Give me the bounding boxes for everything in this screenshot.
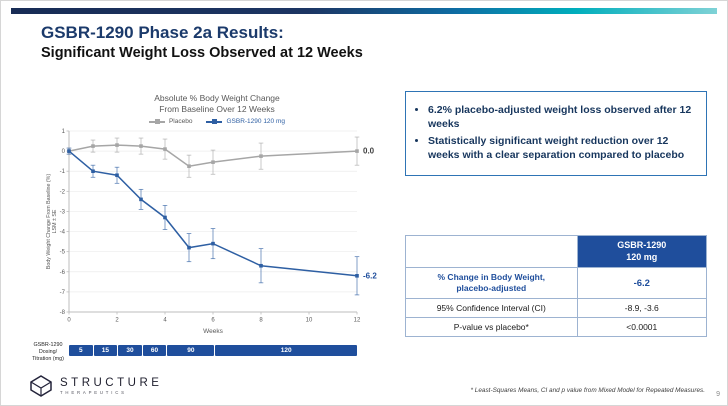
- svg-text:-1: -1: [60, 169, 66, 175]
- svg-text:10: 10: [306, 318, 313, 324]
- svg-text:Weeks: Weeks: [203, 328, 223, 335]
- svg-text:8: 8: [259, 318, 263, 324]
- svg-text:-6.2: -6.2: [363, 271, 377, 280]
- table-row: % Change in Body Weight, placebo-adjuste…: [405, 267, 708, 299]
- table-header-row: GSBR-1290 120 mg: [405, 234, 708, 269]
- page-number: 9: [716, 391, 720, 398]
- dosing-row: GSBR-1290 Dosing/ Titration (mg) 5 15 30 60…: [32, 342, 391, 362]
- table-header-line1: GSBR-1290: [617, 240, 667, 250]
- svg-text:-2: -2: [60, 189, 66, 195]
- svg-text:1: 1: [62, 129, 66, 135]
- table-header-blank-cell: [405, 234, 578, 269]
- legend-label-gsbr: GSBR-1290 120 mg: [226, 118, 286, 126]
- table-row-label: 95% Confidence Interval (CI): [405, 297, 578, 318]
- svg-text:6: 6: [211, 318, 215, 324]
- chart-legend: Placebo GSBR-1290 120 mg: [43, 118, 391, 125]
- key-points-list: 6.2% placebo-adjusted weight loss observ…: [412, 104, 696, 163]
- legend-item-gsbr: GSBR-1290 120 mg: [206, 118, 285, 125]
- svg-text:0.0: 0.0: [363, 147, 375, 156]
- logo-text: STRUCTURE THERAPEUTICS: [60, 377, 162, 395]
- dose-segment: 30: [118, 345, 142, 357]
- table-row-value: -6.2: [576, 267, 708, 299]
- svg-text:2: 2: [115, 318, 119, 324]
- top-accent-bar: [11, 8, 717, 14]
- dose-segment: 120: [215, 345, 357, 357]
- table-row-label: % Change in Body Weight, placebo-adjuste…: [405, 267, 578, 299]
- svg-text:-7: -7: [60, 290, 66, 296]
- table-row-label: P-value vs placebo*: [405, 316, 578, 337]
- company-logo: STRUCTURE THERAPEUTICS: [29, 374, 162, 398]
- svg-text:0: 0: [62, 149, 66, 155]
- dose-segment: 15: [93, 345, 118, 357]
- svg-text:Body Weight Change From Baseli: Body Weight Change From Baseline (%)LSM …: [46, 174, 58, 270]
- logo-name: STRUCTURE: [60, 377, 163, 389]
- gsbr-line-marker-icon: [206, 119, 223, 125]
- legend-label-placebo: Placebo: [168, 118, 193, 126]
- svg-text:-5: -5: [60, 250, 66, 256]
- svg-text:4: 4: [163, 318, 167, 324]
- svg-text:-8: -8: [60, 310, 66, 316]
- svg-text:0: 0: [67, 318, 71, 324]
- dosing-label: GSBR-1290 Dosing/ Titration (mg): [32, 342, 64, 362]
- table-row: P-value vs placebo* <0.0001: [405, 316, 708, 337]
- svg-text:-6: -6: [60, 270, 66, 276]
- slide-subtitle: Significant Weight Loss Observed at 12 W…: [41, 45, 363, 61]
- dose-segment: 5: [69, 345, 93, 357]
- svg-text:-3: -3: [60, 210, 66, 216]
- placebo-line-marker-icon: [148, 119, 165, 125]
- svg-text:12: 12: [354, 318, 361, 324]
- table-row: 95% Confidence Interval (CI) -8.9, -3.6: [405, 297, 708, 318]
- table-row-value: <0.0001: [576, 316, 708, 337]
- structure-logo-mark-icon: [30, 375, 52, 397]
- dose-segment: 90: [167, 345, 215, 357]
- chart-title: Absolute % Body Weight Change From Basel…: [154, 93, 280, 115]
- legend-item-placebo: Placebo: [148, 118, 193, 126]
- key-points-box: 6.2% placebo-adjusted weight loss observ…: [405, 91, 707, 176]
- svg-text:-4: -4: [60, 230, 66, 236]
- table-row-value: -8.9, -3.6: [576, 297, 708, 318]
- slide-title: GSBR-1290 Phase 2a Results:: [41, 23, 284, 42]
- table-header-line2: 120 mg: [626, 251, 658, 262]
- chart-block: Absolute % Body Weight Change From Basel…: [32, 93, 391, 362]
- footnote: * Least-Squares Means, CI and p value fr…: [470, 387, 705, 394]
- dose-segment: 60: [142, 345, 167, 357]
- key-point: Statistically significant weight reducti…: [428, 135, 696, 162]
- key-point: 6.2% placebo-adjusted weight loss observ…: [428, 104, 696, 131]
- logo-subtitle: THERAPEUTICS: [60, 390, 127, 395]
- table-header-cell: GSBR-1290 120 mg: [576, 234, 708, 269]
- results-table: GSBR-1290 120 mg % Change in Body Weight…: [405, 234, 708, 337]
- dose-titration-bar: 5 15 30 60 90 120: [69, 345, 357, 357]
